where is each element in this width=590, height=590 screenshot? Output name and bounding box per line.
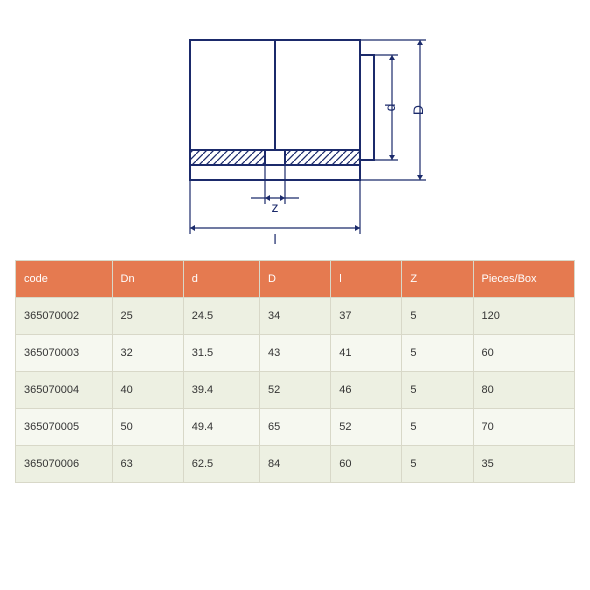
- table-cell: 25: [112, 298, 183, 335]
- table-cell: 49.4: [183, 409, 259, 446]
- table-cell: 50: [112, 409, 183, 446]
- table-cell: 70: [473, 409, 575, 446]
- table-cell: 120: [473, 298, 575, 335]
- table-cell: 365070002: [16, 298, 113, 335]
- table-cell: 52: [331, 409, 402, 446]
- col-header-pieces-box: Pieces/Box: [473, 261, 575, 298]
- table-row: 3650700066362.58460535: [16, 446, 575, 483]
- col-header-d: D: [260, 261, 331, 298]
- col-header-dn: Dn: [112, 261, 183, 298]
- table-row: 3650700022524.534375120: [16, 298, 575, 335]
- table-cell: 80: [473, 372, 575, 409]
- technical-drawing: Dd zl: [0, 0, 590, 260]
- table-cell: 60: [331, 446, 402, 483]
- table-cell: 34: [260, 298, 331, 335]
- table-cell: 43: [260, 335, 331, 372]
- table-cell: 24.5: [183, 298, 259, 335]
- table-cell: 365070006: [16, 446, 113, 483]
- col-header-code: code: [16, 261, 113, 298]
- table-cell: 32: [112, 335, 183, 372]
- col-header-l: l: [331, 261, 402, 298]
- table-cell: 41: [331, 335, 402, 372]
- table-cell: 84: [260, 446, 331, 483]
- table-row: 3650700033231.54341560: [16, 335, 575, 372]
- table-cell: 365070005: [16, 409, 113, 446]
- svg-text:z: z: [272, 199, 279, 215]
- col-header-z: Z: [402, 261, 473, 298]
- table-cell: 37: [331, 298, 402, 335]
- spec-table: codeDndDlZPieces/Box3650700022524.534375…: [15, 260, 575, 483]
- table-cell: 5: [402, 298, 473, 335]
- table-cell: 5: [402, 409, 473, 446]
- table-cell: 62.5: [183, 446, 259, 483]
- table-cell: 5: [402, 372, 473, 409]
- table-cell: 5: [402, 446, 473, 483]
- spec-table-area: codeDndDlZPieces/Box3650700022524.534375…: [15, 260, 575, 483]
- svg-text:l: l: [273, 231, 276, 247]
- table-cell: 65: [260, 409, 331, 446]
- table-cell: 365070003: [16, 335, 113, 372]
- table-cell: 365070004: [16, 372, 113, 409]
- table-cell: 5: [402, 335, 473, 372]
- table-row: 3650700044039.45246580: [16, 372, 575, 409]
- col-header-d: d: [183, 261, 259, 298]
- table-cell: 46: [331, 372, 402, 409]
- table-cell: 39.4: [183, 372, 259, 409]
- table-cell: 40: [112, 372, 183, 409]
- table-row: 3650700055049.46552570: [16, 409, 575, 446]
- table-cell: 63: [112, 446, 183, 483]
- svg-text:D: D: [410, 105, 426, 115]
- svg-text:d: d: [382, 104, 398, 112]
- table-cell: 52: [260, 372, 331, 409]
- table-cell: 60: [473, 335, 575, 372]
- table-cell: 35: [473, 446, 575, 483]
- table-cell: 31.5: [183, 335, 259, 372]
